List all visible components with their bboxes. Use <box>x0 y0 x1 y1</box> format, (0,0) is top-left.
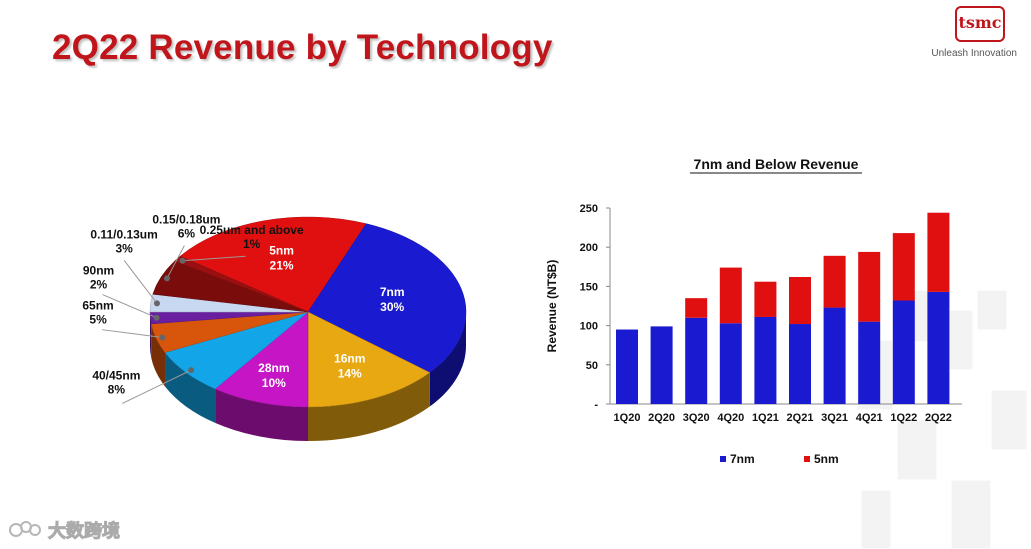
pie-sides <box>150 312 466 441</box>
legend-swatch-7nm <box>720 456 726 462</box>
bar-chart: 7nm and Below Revenue - 50 100 150 200 250 Reve… <box>545 156 962 466</box>
bar-5nm-3Q20 <box>685 298 708 318</box>
slide-title: 2Q22 Revenue by Technology <box>52 28 553 67</box>
y-tick-label: - <box>594 399 598 411</box>
pie-slice-28nm <box>214 311 309 408</box>
bar-7nm-2Q21 <box>789 324 811 404</box>
bar-7nm-1Q20 <box>616 329 638 404</box>
x-tick-label: 2Q21 <box>787 412 814 424</box>
pie-side-65nm <box>151 323 166 387</box>
x-tick-label: 4Q20 <box>717 412 744 424</box>
pie-leader-dot-0.15/0.18um <box>163 275 170 282</box>
bar-7nm-1Q22 <box>892 300 915 404</box>
pie-label-16nm: 16nm <box>334 351 365 365</box>
pie-leader-dot-65nm <box>159 334 166 341</box>
bar-5nm-3Q21 <box>823 255 846 308</box>
watermark-logo-icon <box>9 521 41 537</box>
legend-label-7nm: 7nm <box>730 452 755 466</box>
bar-7nm-3Q20 <box>685 317 708 404</box>
x-tick-label: 4Q21 <box>856 412 883 424</box>
pie-label-5nm: 5nm <box>269 243 294 257</box>
bar-5nm-2Q22 <box>927 212 950 292</box>
x-tick-label: 3Q20 <box>683 412 710 424</box>
pie-label-0.25um and above: 0.25um and above <box>200 223 304 237</box>
x-tick-label: 1Q21 <box>752 412 779 424</box>
pie-slice-7nm <box>307 223 467 373</box>
logo-tagline: Unleash Innovation <box>931 48 1017 59</box>
pie-leader-0.15/0.18um <box>166 245 185 279</box>
pie-leader-dot-0.11/0.13um <box>153 300 160 307</box>
pie-pct-65nm: 5% <box>89 313 107 327</box>
x-tick-label: 3Q21 <box>821 412 848 424</box>
y-tick-label: 250 <box>580 203 598 215</box>
tsmc-logo: tsmc Unleash Innovation <box>931 6 1017 60</box>
bar-chart-title: 7nm and Below Revenue <box>694 156 859 172</box>
y-tick-label: 100 <box>580 321 598 333</box>
bar-5nm-1Q21 <box>754 281 777 317</box>
pie-leader-dot-0.25um and above <box>179 257 186 264</box>
pie-label-28nm: 28nm <box>258 361 289 375</box>
pie-label-7nm: 7nm <box>380 285 405 299</box>
pie-leader-65nm <box>102 329 163 338</box>
bar-7nm-4Q20 <box>719 323 742 404</box>
pie-side-40/45nm <box>165 352 216 423</box>
x-tick-label: 1Q22 <box>890 412 917 424</box>
pie-label-40/45nm: 40/45nm <box>92 368 140 382</box>
pie-pct-0.25um and above: 1% <box>243 237 261 251</box>
bar-7nm-2Q22 <box>927 291 950 404</box>
y-tick-label: 200 <box>580 242 598 254</box>
x-tick-label: 2Q22 <box>925 412 952 424</box>
bar-5nm-4Q20 <box>719 267 742 324</box>
y-tick-label: 150 <box>580 281 598 293</box>
bar-7nm-3Q21 <box>823 307 846 404</box>
pie-side-7nm <box>429 312 466 407</box>
pie-label-0.11/0.13um: 0.11/0.13um <box>90 227 157 241</box>
y-axis: - 50 100 150 200 250 Revenue (NT$B) <box>545 203 611 411</box>
pie-pct-28nm: 10% <box>262 376 286 390</box>
pie-pct-0.15/0.18um: 6% <box>178 227 196 241</box>
pie-top <box>149 216 467 408</box>
bar-7nm-1Q21 <box>754 316 777 404</box>
pie-pct-40/45nm: 8% <box>108 382 126 396</box>
legend-label-5nm: 5nm <box>814 452 839 466</box>
bar-5nm-1Q22 <box>892 233 915 301</box>
x-tick-label: 1Q20 <box>614 412 641 424</box>
pie-leader-dot-40/45nm <box>188 367 195 374</box>
pie-pct-16nm: 14% <box>338 366 362 380</box>
bar-legend: 7nm 5nm <box>720 452 839 466</box>
bar-7nm-2Q20 <box>650 326 673 404</box>
watermark: 大数跨境 <box>8 516 121 544</box>
watermark-text: 大数跨境 <box>48 521 121 543</box>
tsmc-logo-mark: tsmc <box>955 6 1005 42</box>
bar-5nm-4Q21 <box>858 251 881 322</box>
pie-leader-0.11/0.13um <box>123 260 158 304</box>
y-tick-label: 50 <box>586 360 598 372</box>
pie-leader-40/45nm <box>122 369 192 404</box>
pie-leader-dot-90nm <box>153 314 160 321</box>
pie-pct-0.11/0.13um: 3% <box>115 241 133 255</box>
pie-pct-90nm: 2% <box>90 278 108 292</box>
y-axis-label: Revenue (NT$B) <box>545 260 559 353</box>
x-tick-label: 2Q20 <box>648 412 675 424</box>
pie-leader-90nm <box>102 294 157 319</box>
pie-leader-0.25um and above <box>182 255 246 262</box>
pie-side-28nm <box>215 388 308 441</box>
logo-text: tsmc <box>958 13 1002 32</box>
pie-pct-5nm: 21% <box>270 258 294 272</box>
bar-7nm-4Q21 <box>858 321 881 404</box>
pie-label-90nm: 90nm <box>83 264 114 278</box>
pie-slice-5nm <box>179 216 367 313</box>
legend-swatch-5nm <box>804 456 810 462</box>
pie-slice-16nm <box>307 311 431 408</box>
pie-pct-7nm: 30% <box>380 300 404 314</box>
bars <box>616 212 950 404</box>
pie-label-0.15/0.18um: 0.15/0.18um <box>152 213 220 227</box>
bar-5nm-2Q21 <box>789 276 811 325</box>
pie-label-65nm: 65nm <box>82 299 113 313</box>
